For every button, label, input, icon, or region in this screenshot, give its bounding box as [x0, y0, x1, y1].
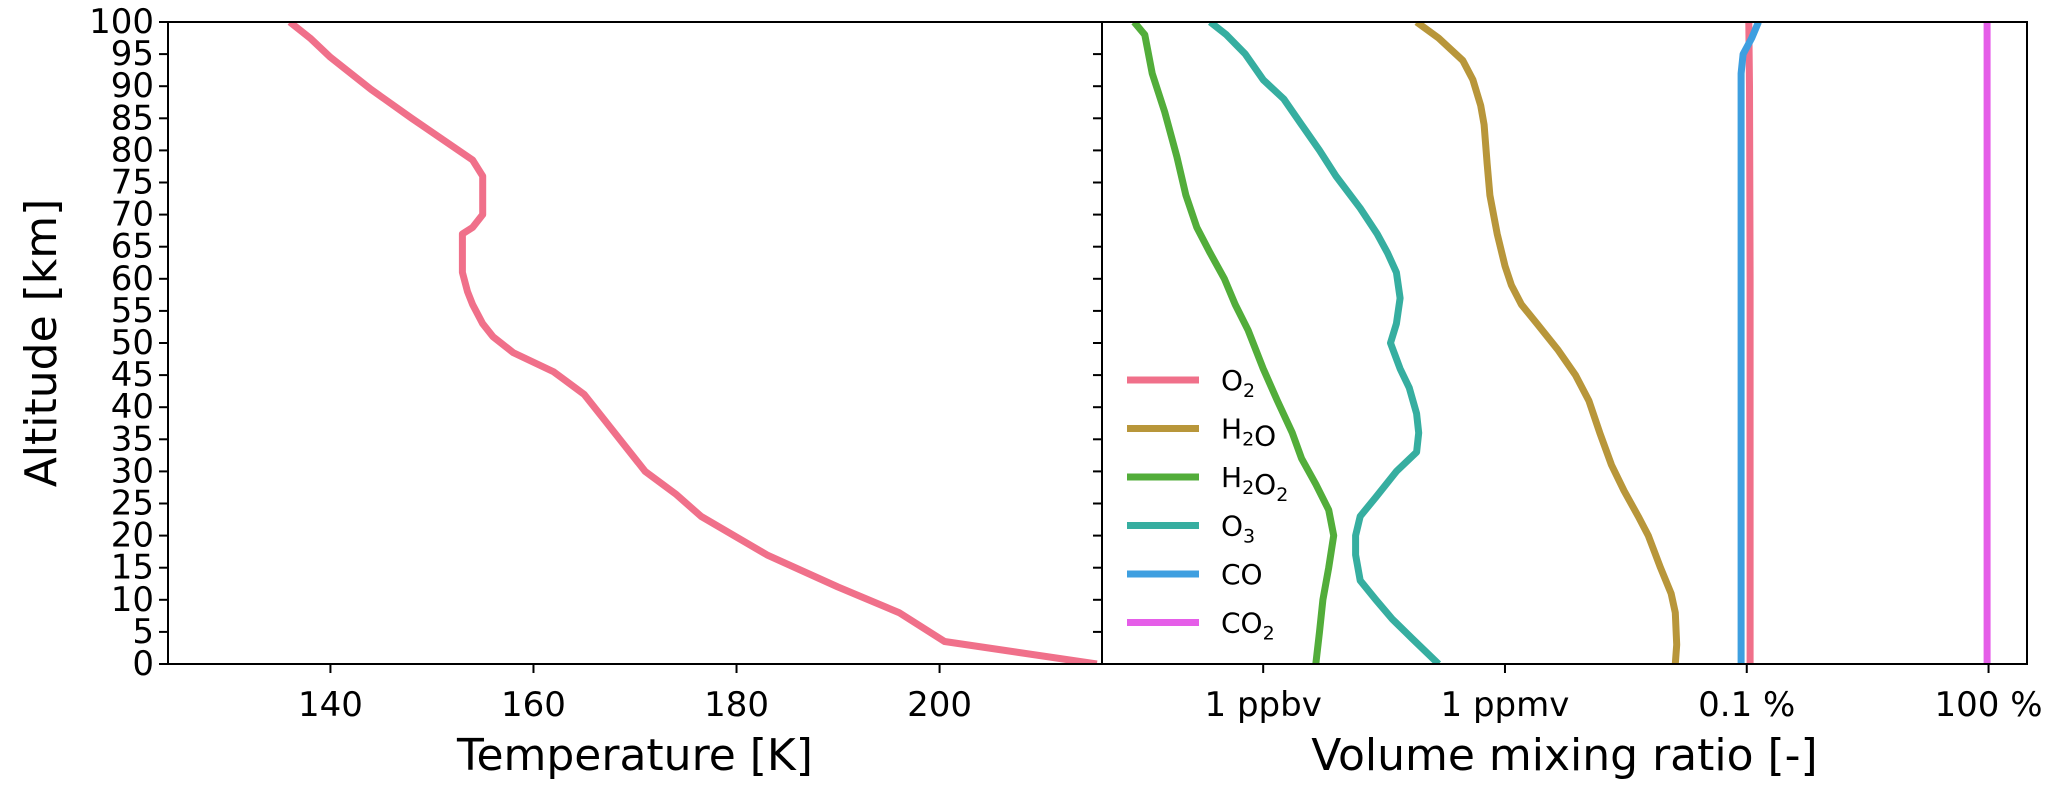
y-tick-label: 60 [111, 259, 154, 299]
y-tick-label: 0 [132, 644, 154, 684]
y-tick-label: 35 [111, 419, 154, 459]
right-x-axis-label: Volume mixing ratio [-] [1311, 730, 1817, 781]
y-tick-label: 75 [111, 163, 154, 203]
y-tick-label: 5 [132, 612, 154, 652]
legend-item: O2 [1127, 364, 1255, 402]
mixing-line-4 [1737, 22, 1762, 664]
temperature-line-0 [287, 22, 1098, 664]
legend-label: CO [1221, 558, 1263, 591]
y-tick-label: 100 [89, 2, 154, 42]
left-axes-frame [167, 21, 1103, 665]
mixing-line-0 [1745, 22, 1754, 664]
labels: Temperature [K] Volume mixing ratio [-] Al… [16, 199, 1818, 781]
y-tick-label: 95 [111, 34, 154, 74]
legend-label: H2O2 [1221, 461, 1288, 506]
y-tick-label: 85 [111, 98, 154, 138]
right-lines [1131, 22, 1991, 664]
legend-base-text: O [1221, 364, 1243, 397]
legend-tail-text: O [1254, 420, 1276, 453]
y-tick-label: 55 [111, 291, 154, 331]
x-tick-label: 140 [298, 685, 363, 725]
legend-item: H2O2 [1127, 461, 1288, 506]
legend-item: CO [1127, 558, 1263, 591]
left-x-axis-label: Temperature [K] [456, 730, 813, 781]
legend-tail-text: O [1254, 468, 1276, 501]
legend-label: H2O [1221, 413, 1276, 453]
y-tick-label: 50 [111, 323, 154, 363]
x-tick-label: 180 [704, 685, 769, 725]
legend-subscript: 2 [1276, 484, 1288, 506]
y-tick-label: 20 [111, 516, 154, 556]
legend-subscript: 2 [1242, 429, 1254, 451]
left-lines [287, 22, 1098, 664]
legend-label: O3 [1221, 510, 1255, 548]
right-x-tick-label: 1 ppmv [1441, 685, 1570, 725]
legend-subscript: 2 [1263, 623, 1275, 645]
legend-base-text: CO [1221, 607, 1263, 640]
legend-label: CO2 [1221, 607, 1275, 645]
y-axis-label: Altitude [km] [16, 199, 67, 488]
y-tick-label: 80 [111, 130, 154, 170]
y-tick-label: 45 [111, 355, 154, 395]
y-tick-label: 90 [111, 66, 154, 106]
y-tick-label: 40 [111, 387, 154, 427]
y-tick-label: 25 [111, 484, 154, 524]
mixing-line-2 [1131, 22, 1338, 664]
legend-subscript: 2 [1243, 380, 1255, 402]
y-tick-label: 65 [111, 227, 154, 267]
right-x-tick-label: 0.1 % [1698, 685, 1795, 725]
x-tick-label: 160 [501, 685, 566, 725]
legend-item: H2O [1127, 413, 1276, 453]
right-x-tick-label: 100 % [1935, 685, 2043, 725]
legend-base-text: H [1221, 461, 1242, 494]
legend-base-text: O [1221, 510, 1243, 543]
y-tick-label: 10 [111, 580, 154, 620]
legend-subscript: 3 [1243, 526, 1255, 548]
legend-label: O2 [1221, 364, 1255, 402]
ticks: 0510152025303540455055606570758085909510… [89, 2, 2042, 725]
legend-item: CO2 [1127, 607, 1275, 645]
legend-item: O3 [1127, 510, 1255, 548]
mixing-line-1 [1414, 22, 1681, 664]
mixing-line-3 [1208, 22, 1442, 664]
y-tick-label: 15 [111, 548, 154, 588]
y-tick-label: 30 [111, 451, 154, 491]
legend-subscript: 2 [1242, 477, 1254, 499]
y-tick-label: 70 [111, 195, 154, 235]
right-x-tick-label: 1 ppbv [1205, 685, 1322, 725]
x-tick-label: 200 [907, 685, 972, 725]
legend-base-text: CO [1221, 558, 1263, 591]
legend-base-text: H [1221, 413, 1242, 446]
